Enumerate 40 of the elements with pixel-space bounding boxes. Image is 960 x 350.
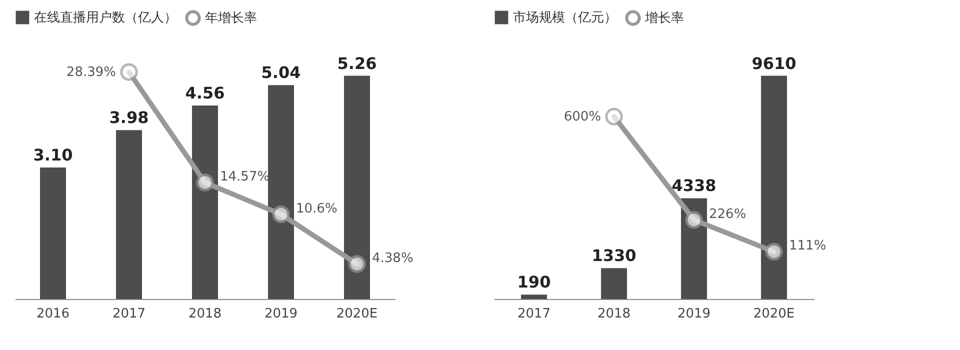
bar	[521, 294, 547, 299]
data-label: 4.38%	[372, 250, 414, 266]
point	[120, 63, 138, 81]
point	[196, 174, 214, 192]
x-tick-label: 2020E	[336, 306, 378, 322]
bar	[761, 76, 787, 299]
legend-label: 增长率	[644, 10, 684, 26]
point	[272, 205, 290, 224]
data-label: 111%	[789, 238, 826, 254]
bar	[344, 76, 370, 299]
x-tick-label: 2018	[597, 306, 631, 322]
data-label: 1330	[592, 246, 636, 266]
x-tick-label: 2019	[264, 306, 298, 322]
legend-label: 市场规模（亿元）	[513, 10, 617, 26]
x-tick-label: 2020E	[753, 306, 795, 322]
bar	[601, 268, 627, 299]
data-label: 4338	[672, 176, 716, 196]
data-label: 10.6%	[296, 201, 338, 216]
x-tick-label: 2017	[517, 306, 551, 322]
data-label: 190	[517, 272, 551, 292]
legend-label: 在线直播用户数（亿人）	[34, 10, 177, 26]
data-label: 3.98	[109, 108, 149, 128]
x-tick-label: 2016	[36, 306, 70, 322]
data-label: 28.39%	[66, 65, 116, 80]
bar	[268, 85, 294, 299]
data-label: 4.56	[185, 83, 225, 102]
data-label: 5.26	[337, 54, 377, 73]
data-label: 600%	[564, 110, 601, 125]
data-label: 3.10	[33, 145, 73, 164]
x-tick-label: 2017	[112, 306, 146, 322]
legend-label: 年增长率	[205, 10, 257, 26]
x-tick-label: 2019	[677, 306, 711, 322]
data-label: 226%	[709, 206, 746, 222]
point	[348, 255, 366, 273]
bar	[116, 130, 142, 299]
data-label: 9610	[752, 54, 796, 73]
data-label: 5.04	[261, 63, 301, 82]
bar	[192, 105, 218, 299]
bar	[40, 167, 66, 299]
x-tick-label: 2018	[188, 306, 222, 322]
